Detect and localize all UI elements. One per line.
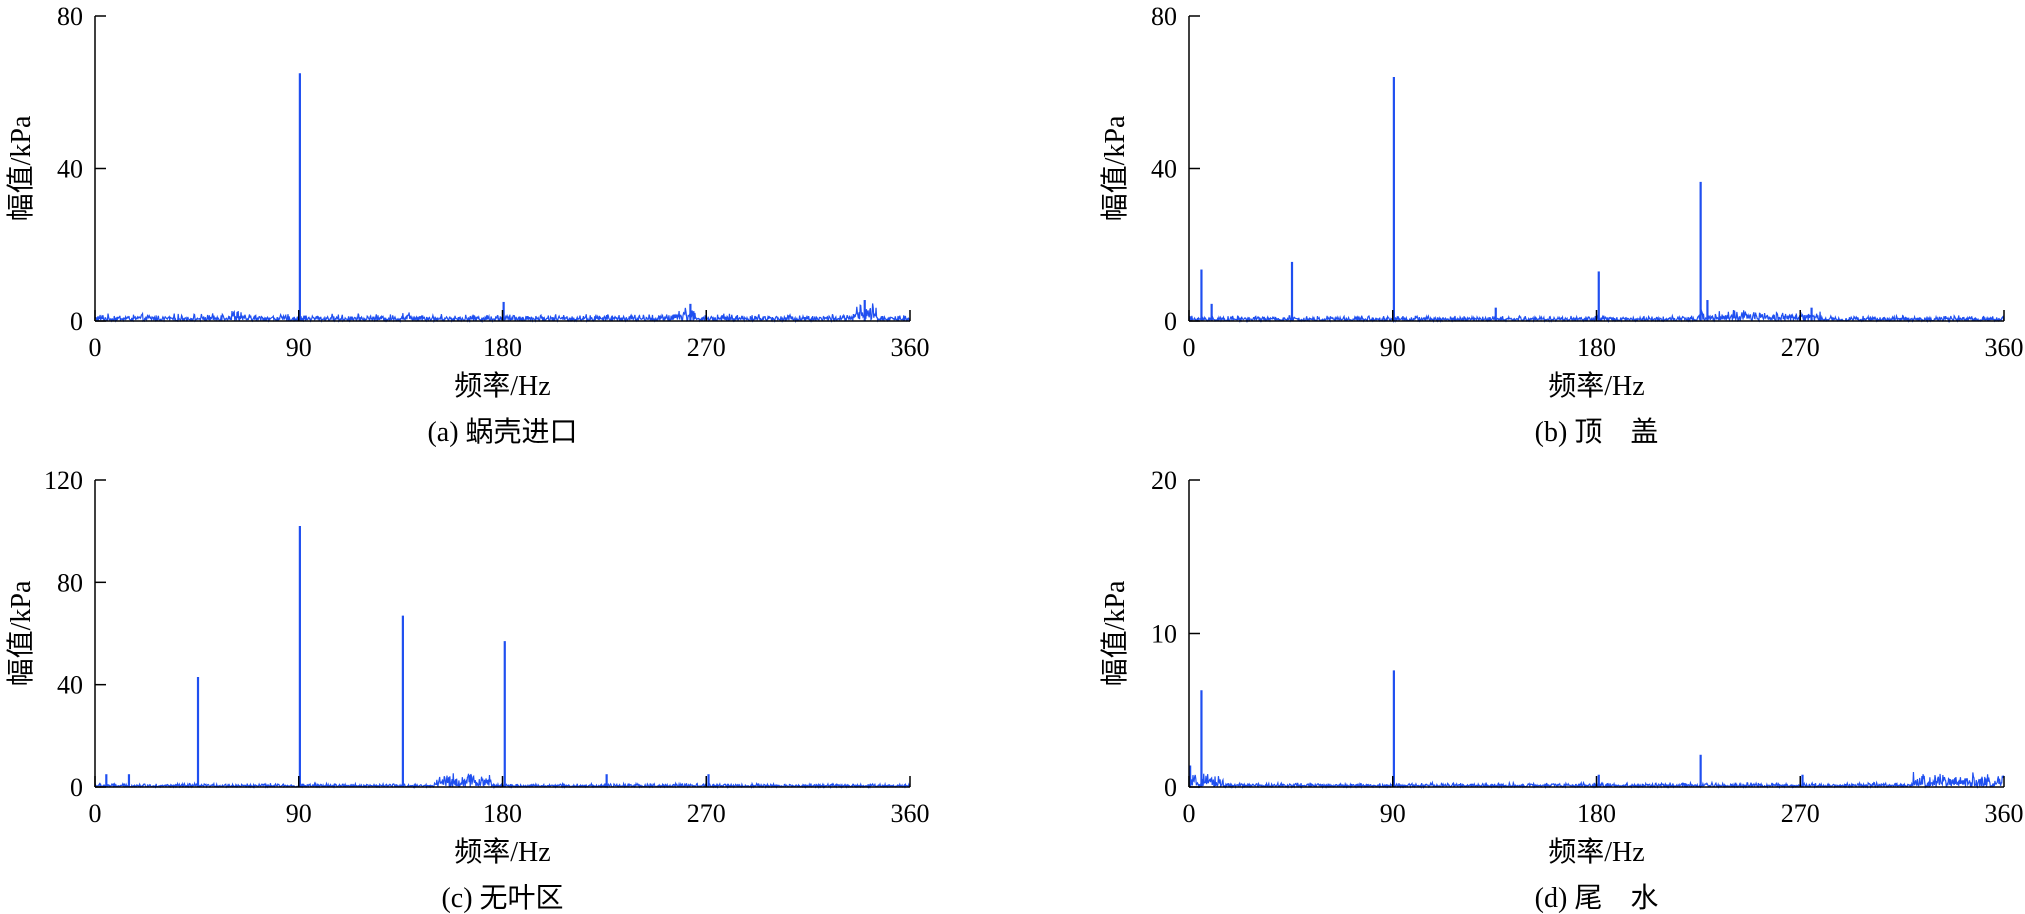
y-tick-label: 20	[1151, 466, 1177, 495]
x-tick-label: 180	[1577, 333, 1616, 362]
y-tick-label: 40	[57, 155, 83, 184]
x-axis-label: 频率/Hz	[454, 370, 550, 402]
x-tick-label: 90	[286, 799, 312, 828]
x-tick-label: 270	[687, 799, 726, 828]
panel-b: 0 40 80 0 90 180 270 360 频率/Hz 幅值/kPa (b) 顶 盖	[1099, 2, 2024, 448]
y-tick-label: 80	[57, 568, 83, 597]
x-tick-label: 270	[1781, 799, 1820, 828]
panel-a: 0 40 80 0 90 180 270 360 频率/Hz 幅值/kPa (a) 蜗壳进口	[5, 2, 930, 448]
x-tick-label: 360	[1985, 333, 2024, 362]
y-tick-label: 40	[1151, 155, 1177, 184]
x-tick-label: 360	[891, 799, 930, 828]
y-axis-label: 幅值/kPa	[1099, 115, 1131, 221]
x-tick-label: 0	[89, 333, 102, 362]
y-axis-label: 幅值/kPa	[5, 580, 37, 686]
panel-caption: (a) 蜗壳进口	[427, 416, 577, 448]
y-tick-label: 120	[44, 466, 83, 495]
y-tick-label: 0	[1164, 307, 1177, 336]
x-tick-label: 360	[1985, 799, 2024, 828]
y-axis-label: 幅值/kPa	[1099, 580, 1131, 686]
y-tick-label: 40	[57, 671, 83, 700]
panel-caption: (d) 尾 水	[1535, 882, 1659, 914]
y-tick-label: 80	[1151, 2, 1177, 31]
x-tick-label: 90	[1380, 333, 1406, 362]
x-tick-label: 90	[1380, 799, 1406, 828]
x-tick-label: 360	[891, 333, 930, 362]
x-tick-label: 180	[483, 333, 522, 362]
x-tick-label: 270	[1781, 333, 1820, 362]
panel-caption: (b) 顶 盖	[1535, 416, 1659, 448]
panel-c: 0 40 80 120 0 90 180 270 360 频率/Hz 幅值/kPa (c) 无叶区	[5, 466, 930, 914]
y-tick-label: 10	[1151, 620, 1177, 649]
panel-d: 0 10 20 0 90 180 270 360 频率/Hz 幅值/kPa (d) 尾 水	[1099, 466, 2024, 914]
x-axis-label: 频率/Hz	[1548, 370, 1644, 402]
x-axis-label: 频率/Hz	[454, 836, 550, 868]
panel-caption: (c) 无叶区	[441, 883, 563, 914]
y-tick-label: 0	[1164, 773, 1177, 802]
x-axis-label: 频率/Hz	[1548, 836, 1644, 868]
y-tick-label: 0	[70, 773, 83, 802]
y-tick-label: 0	[70, 307, 83, 336]
y-axis-label: 幅值/kPa	[5, 115, 37, 221]
x-tick-label: 180	[1577, 799, 1616, 828]
x-tick-label: 180	[483, 799, 522, 828]
x-tick-label: 270	[687, 333, 726, 362]
x-tick-label: 0	[89, 799, 102, 828]
x-tick-label: 0	[1183, 799, 1196, 828]
y-tick-label: 80	[57, 2, 83, 31]
x-tick-label: 90	[286, 333, 312, 362]
x-tick-label: 0	[1183, 333, 1196, 362]
